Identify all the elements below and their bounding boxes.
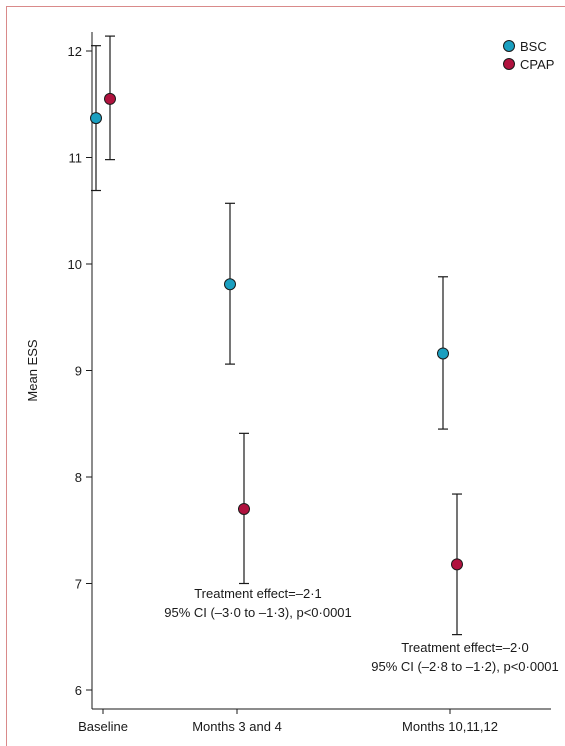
x-tick-label: Months 10,11,12	[402, 719, 498, 734]
y-tick-label: 12	[68, 44, 82, 59]
y-tick-label: 10	[68, 257, 82, 272]
annotation-text: Treatment effect=–2·1	[194, 586, 322, 601]
legend-marker-bsc	[503, 40, 515, 52]
x-tick-label: Months 3 and 4	[192, 719, 282, 734]
annotation-text: 95% CI (–3·0 to –1·3), p<0·0001	[164, 605, 352, 620]
figure-frame	[6, 6, 565, 746]
data-point-cpap	[451, 558, 463, 571]
legend-label-cpap: CPAP	[520, 57, 554, 72]
y-tick-label: 9	[75, 364, 82, 379]
y-tick-label: 7	[75, 577, 82, 592]
annotation-text: 95% CI (–2·8 to –1·2), p<0·0001	[371, 659, 559, 674]
y-tick-label: 8	[75, 470, 82, 485]
annotations: Treatment effect=–2·1 95% CI (–3·0 to –1·…	[164, 586, 559, 674]
legend-marker-cpap	[503, 58, 515, 70]
axes: 6 7 8 9 10 11 12 Baseline Months 3 and 4 Months 1…	[68, 32, 551, 734]
legend-label-bsc: BSC	[520, 39, 547, 54]
data-point-bsc	[437, 347, 449, 360]
y-axis-title: Mean ESS	[25, 339, 40, 401]
data-point-cpap	[104, 92, 116, 105]
data-point-cpap	[238, 502, 250, 515]
data-point-bsc	[224, 278, 236, 291]
y-tick-label: 11	[69, 151, 83, 166]
y-tick-label: 6	[75, 683, 82, 698]
x-tick-label: Baseline	[78, 719, 128, 734]
data-marks	[90, 35, 463, 636]
data-point-bsc	[90, 112, 102, 125]
legend: BSC CPAP	[503, 39, 554, 72]
annotation-text: Treatment effect=–2·0	[401, 640, 529, 655]
